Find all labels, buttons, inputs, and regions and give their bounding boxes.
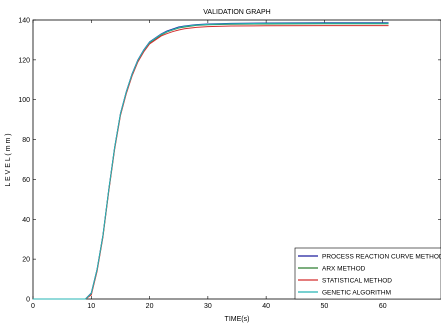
x-tick-label: 50 [321, 303, 329, 310]
y-tick-label: 80 [22, 137, 30, 144]
chart-title: VALIDATION GRAPH [203, 9, 270, 16]
x-tick-label: 0 [31, 303, 35, 310]
series-line-4 [33, 22, 389, 300]
legend: PROCESS REACTION CURVE METHOD ARX METHOD S… [294, 247, 441, 300]
y-tick-label: 40 [22, 217, 30, 224]
y-tick-label: 100 [18, 97, 30, 104]
x-tick-label: 10 [87, 303, 95, 310]
legend-label: ARX METHOD [322, 265, 366, 272]
x-axis-ticks: 0 10 20 30 40 50 60 [31, 20, 387, 310]
x-tick-label: 30 [204, 303, 212, 310]
y-tick-label: 20 [22, 257, 30, 264]
y-tick-label: 120 [18, 57, 30, 64]
x-axis-label: TIME(s) [225, 316, 250, 323]
y-tick-label: 0 [26, 297, 30, 304]
y-tick-label: 140 [18, 18, 30, 25]
legend-label: STATISTICAL METHOD [322, 277, 392, 284]
x-tick-label: 20 [146, 303, 154, 310]
legend-box [294, 247, 441, 300]
x-tick-label: 60 [379, 303, 387, 310]
series-lines [33, 22, 389, 300]
y-axis-label: L E V E L ( m m ) [5, 133, 12, 186]
y-tick-label: 60 [22, 177, 30, 184]
legend-label: PROCESS REACTION CURVE METHOD [322, 253, 441, 260]
legend-label: GENETIC ALGORITHM [322, 289, 391, 296]
x-tick-label: 40 [262, 303, 270, 310]
